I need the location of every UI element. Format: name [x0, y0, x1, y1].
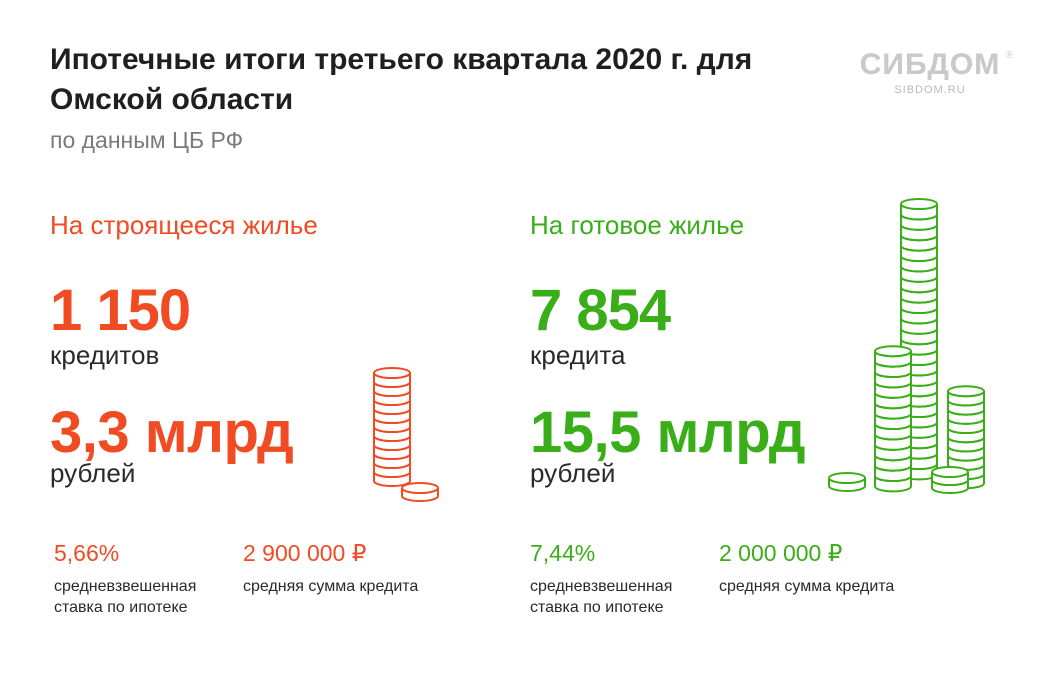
coin: [828, 472, 866, 492]
volume-unit: рублей: [50, 458, 136, 488]
loans-volume: 3,3 млрд: [50, 400, 294, 465]
logo-url: SIBDOM.RU: [894, 84, 966, 96]
rate-label: средневзвешенная ставка по ипотеке: [54, 578, 197, 616]
avg-sum-label: средняя сумма кредита: [719, 578, 895, 595]
brand-logo[interactable]: СИБДОМ ® SIBDOM.RU: [845, 48, 1015, 96]
avg-sum-label: средняя сумма кредита: [243, 578, 419, 595]
registered-mark-icon: ®: [1005, 50, 1013, 61]
coin: [874, 345, 912, 368]
coin: [401, 482, 439, 502]
section-heading: На готовое жилье: [530, 210, 745, 240]
logo-wordmark: СИБДОМ: [859, 48, 1001, 81]
loans-count: 7 854: [530, 278, 671, 343]
section-heading: На строящееся жилье: [50, 210, 318, 240]
avg-sum-value: 2 900 000 ₽: [243, 540, 367, 566]
loans-unit: кредитов: [50, 340, 160, 370]
page-title: Ипотечные итоги третьего квартала 2020 г…: [50, 43, 753, 116]
rate-value: 7,44%: [530, 540, 596, 566]
loans-unit: кредита: [530, 340, 626, 370]
coin-stack-icon: [373, 367, 439, 502]
avg-sum-value: 2 000 000 ₽: [719, 540, 843, 566]
loans-volume: 15,5 млрд: [530, 400, 806, 465]
rate-value: 5,66%: [54, 540, 120, 566]
coin: [931, 466, 969, 486]
coin: [373, 367, 411, 388]
coin-stacks-icon: [828, 198, 985, 494]
loans-count: 1 150: [50, 278, 191, 343]
coin: [947, 385, 985, 407]
rate-label: средневзвешенная ставка по ипотеке: [530, 578, 673, 616]
page-subtitle: по данным ЦБ РФ: [50, 127, 244, 153]
coin: [900, 198, 938, 221]
volume-unit: рублей: [530, 458, 616, 488]
